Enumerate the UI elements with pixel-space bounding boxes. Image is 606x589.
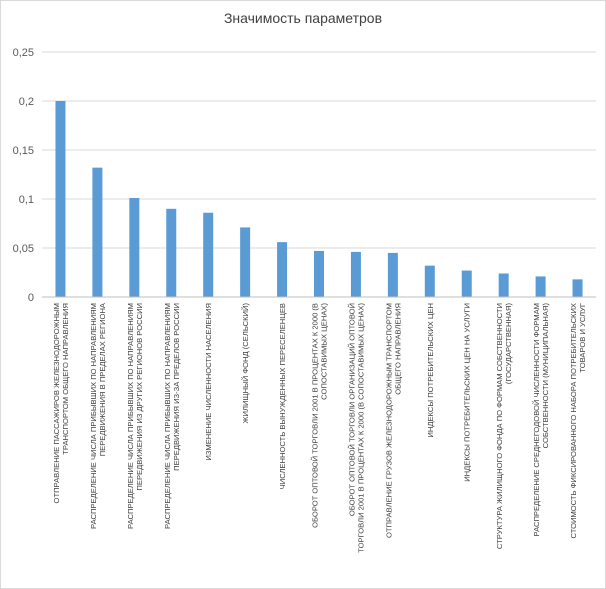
bar [424, 265, 435, 297]
bar [314, 250, 324, 297]
x-tick-label: СТОИМОСТЬ ФИКСИРОВАННОГО НАБОРА ПОТРЕБИТ… [569, 303, 587, 538]
bar [240, 227, 251, 297]
bar [129, 198, 140, 297]
y-tick-label: 0,05 [13, 243, 34, 255]
y-tick-label: 0,25 [13, 47, 34, 59]
bar [387, 252, 398, 297]
x-tick-label: ОТПРАВЛЕНИЕ ПАССАЖИРОВ ЖЕЛЕЗНОДОРОЖНЫМТР… [52, 303, 70, 503]
bar [203, 212, 214, 297]
y-tick-label: 0 [28, 292, 34, 304]
bar [535, 276, 546, 297]
x-tick-label: ИНДЕКСЫ ПОТРЕБИТЕЛЬСКИХ ЦЕН [426, 303, 435, 438]
bar [55, 101, 66, 297]
x-tick-label: ИНДЕКСЫ ПОТРЕБИТЕЛЬСКИХ ЦЕН НА УСЛУГИ [463, 303, 472, 482]
x-tick-label: ОБОРОТ ОПТОВОЙ ТОРГОВЛИ ОРГАНИЗАЦИЙ ОПТО… [347, 303, 365, 553]
x-axis-labels: ОТПРАВЛЕНИЕ ПАССАЖИРОВ ЖЕЛЕЗНОДОРОЖНЫМТР… [52, 302, 587, 553]
bar [572, 279, 583, 297]
bar [166, 208, 177, 297]
x-tick-label: ЧИСЛЕННОСТЬ ВЫНУЖДЕННЫХ ПЕРЕСЕЛЕНЦЕВ [278, 303, 287, 489]
y-tick-label: 0,15 [13, 145, 34, 157]
y-tick-label: 0,1 [19, 194, 34, 206]
x-tick-label: ИЗМЕНЕНИЕ ЧИСЛЕННОСТИ НАСЕЛЕНИЯ [204, 303, 213, 461]
gridlines [42, 51, 596, 249]
bar [461, 270, 472, 297]
bars [55, 101, 583, 297]
x-tick-label: РАСПРЕДЕЛЕНИЕ ЧИСЛА ПРИБЫВШИХ ПО НАПРАВЛ… [89, 302, 107, 529]
chart-title: Значимость параметров [223, 10, 383, 26]
y-tick-label: 0,2 [19, 96, 34, 108]
y-axis-ticks: 0 0,05 0,1 0,15 0,2 0,25 [13, 47, 34, 304]
x-tick-label: ЖИЛИЩНЫЙ ФОНД (СЕЛЬСКИЙ) [241, 303, 250, 424]
x-tick-label: ОБОРОТ ОПТОВОЙ ТОРГОВЛИ 2001 В ПРОЦЕНТАХ… [311, 303, 329, 528]
x-tick-label: РАСПРЕДЕЛЕНИЕ СРЕДНЕГОДОВОЙ ЧИСЛЕННОСТИ … [532, 303, 550, 537]
bar [350, 251, 361, 297]
x-tick-label: РАСПРЕДЕЛЕНИЕ ЧИСЛА ПРИБЫВШИХ ПО НАПРАВЛ… [126, 303, 144, 529]
bar [498, 273, 509, 297]
x-tick-label: СТРУКТУРА ЖИЛИЩНОГО ФОНДА ПО ФОРМАМ СОБС… [495, 303, 513, 550]
x-tick-label: ОТПРАВЛЕНИЕ ГРУЗОВ ЖЕЛЕЗНОДОРОЖНЫМ ТРАНС… [384, 303, 402, 538]
bar [92, 167, 103, 297]
x-tick-label: РАСПРЕДЕЛЕНИЕ ЧИСЛА ПРИБЫВШИХ ПО НАПРАВЛ… [163, 303, 181, 529]
bar [277, 242, 288, 297]
